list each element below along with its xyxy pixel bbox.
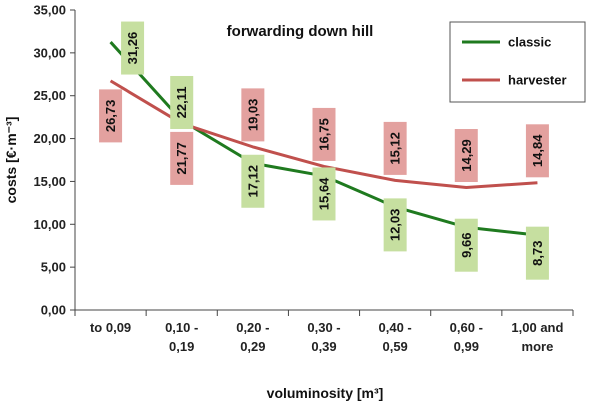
data-label-box	[312, 107, 336, 161]
data-label-box	[525, 226, 549, 280]
data-label-box	[383, 121, 407, 175]
data-label-harvester: 19,03	[241, 88, 265, 142]
data-label-text: 16,75	[317, 118, 332, 151]
y-tick-label: 35,00	[33, 3, 66, 18]
data-label-box	[454, 129, 478, 183]
data-label-text: 21,77	[174, 142, 189, 175]
x-tick-label: 0,20 -0,29	[236, 320, 269, 354]
data-label-text: 15,64	[317, 177, 332, 210]
data-label-text: 12,03	[388, 209, 403, 242]
data-label-box	[170, 131, 194, 185]
data-label-harvester: 14,84	[525, 124, 549, 178]
data-label-text: 15,12	[388, 132, 403, 165]
x-axis-title: voluminosity [m³]	[267, 385, 384, 401]
y-tick-label: 20,00	[33, 131, 66, 146]
x-tick-label: 0,40 -0,59	[379, 320, 412, 354]
y-tick-label: 0,00	[41, 303, 66, 318]
x-tick-label: 0,10 -0,19	[165, 320, 198, 354]
data-label-classic: 17,12	[241, 154, 265, 208]
x-tick-label: to 0,09	[90, 320, 131, 335]
data-label-text: 14,84	[530, 134, 545, 167]
data-label-box	[525, 124, 549, 178]
data-label-box	[99, 89, 123, 143]
data-label-text: 31,26	[125, 32, 140, 65]
data-label-text: 19,03	[245, 99, 260, 132]
data-label-box	[383, 198, 407, 252]
data-label-box	[121, 21, 145, 75]
data-label-classic: 15,64	[312, 167, 336, 221]
data-label-box	[241, 154, 265, 208]
data-label-harvester: 15,12	[383, 121, 407, 175]
y-tick-label: 10,00	[33, 217, 66, 232]
legend-box	[449, 21, 586, 103]
data-label-box	[170, 75, 194, 129]
data-label-box	[312, 167, 336, 221]
data-label-text: 17,12	[245, 165, 260, 198]
legend-label-classic: classic	[508, 35, 551, 50]
y-tick-label: 15,00	[33, 174, 66, 189]
data-label-box	[454, 218, 478, 272]
x-tick-label: 0,60 -0,99	[450, 320, 483, 354]
data-label-classic: 8,73	[525, 226, 549, 280]
x-tick-label: 0,30 -0,39	[307, 320, 340, 354]
data-label-classic: 22,11	[170, 75, 194, 129]
data-label-text: 9,66	[459, 233, 474, 258]
data-label-classic: 31,26	[121, 21, 145, 75]
data-label-harvester: 21,77	[170, 131, 194, 185]
data-label-harvester: 16,75	[312, 107, 336, 161]
data-label-text: 22,11	[174, 87, 189, 119]
data-label-harvester: 26,73	[99, 89, 123, 143]
x-tick-label: 1,00 and more	[511, 320, 563, 354]
data-label-harvester: 14,29	[454, 129, 478, 183]
data-label-classic: 12,03	[383, 198, 407, 252]
legend-label-harvester: harvester	[508, 73, 567, 88]
chart-title: forwarding down hill	[227, 23, 374, 40]
data-label-classic: 9,66	[454, 218, 478, 272]
y-tick-label: 25,00	[33, 88, 66, 103]
data-label-text: 26,73	[103, 100, 118, 133]
data-label-box	[241, 88, 265, 142]
data-label-text: 14,29	[459, 139, 474, 172]
legend: classic harvester	[449, 21, 586, 103]
y-tick-label: 30,00	[33, 45, 66, 60]
y-tick-label: 5,00	[41, 260, 66, 275]
data-label-text: 8,73	[530, 241, 545, 266]
y-axis-title: costs [€·m⁻³]	[3, 117, 19, 204]
